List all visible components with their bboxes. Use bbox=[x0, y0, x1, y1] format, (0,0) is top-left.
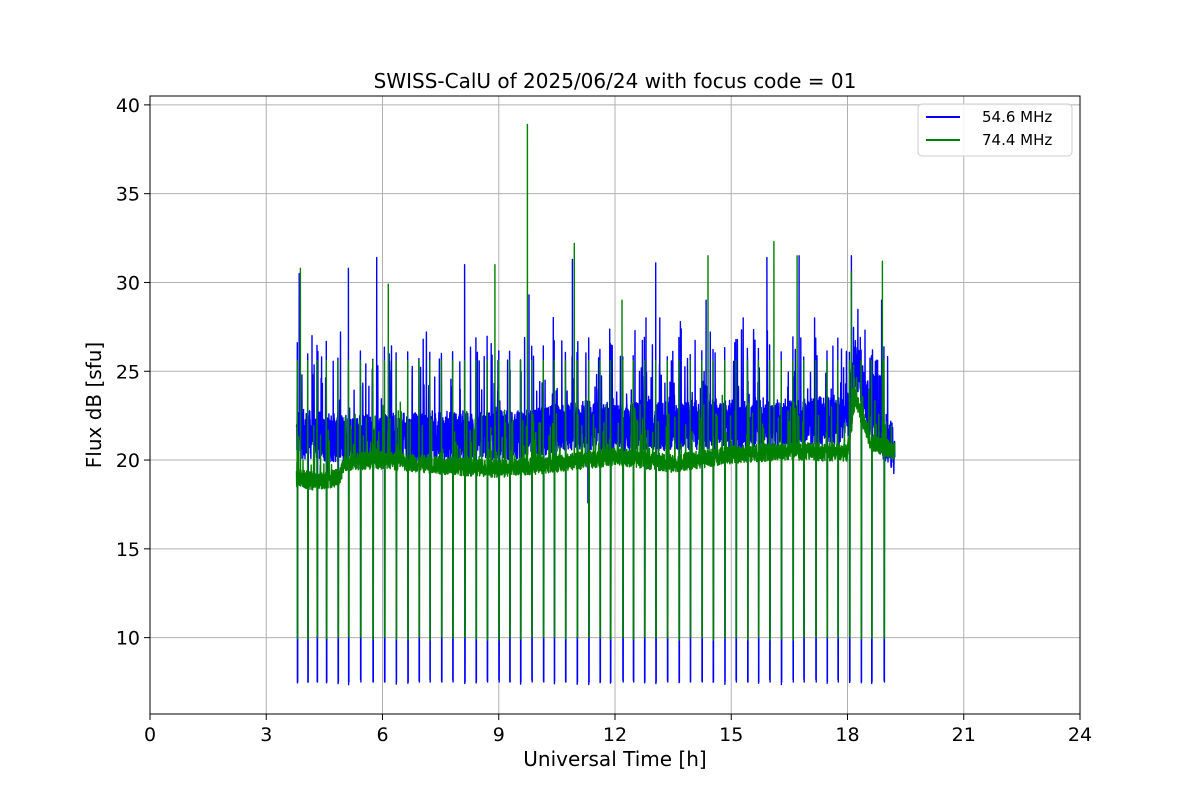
x-tick-label: 0 bbox=[144, 724, 156, 746]
y-tick-label: 25 bbox=[116, 361, 140, 383]
x-tick-label: 21 bbox=[952, 724, 976, 746]
x-tick-label: 18 bbox=[835, 724, 859, 746]
x-axis: 0 3 6 9 12 15 18 21 24 bbox=[144, 714, 1092, 746]
legend-label-74-4: 74.4 MHz bbox=[982, 131, 1052, 149]
series-line-74-4-mhz bbox=[295, 123, 896, 641]
x-axis-label: Universal Time [h] bbox=[523, 747, 706, 771]
legend-label-54-6: 54.6 MHz bbox=[982, 108, 1052, 126]
x-tick-label: 15 bbox=[719, 724, 743, 746]
x-tick-label: 24 bbox=[1068, 724, 1092, 746]
chart-title: SWISS-CalU of 2025/06/24 with focus code… bbox=[374, 69, 857, 93]
series-group bbox=[295, 123, 896, 686]
y-tick-label: 35 bbox=[116, 184, 140, 206]
y-tick-label: 30 bbox=[116, 272, 140, 294]
x-tick-label: 6 bbox=[376, 724, 388, 746]
y-axis: 10 15 20 25 30 35 40 bbox=[116, 95, 150, 650]
y-axis-label: Flux dB [sfu] bbox=[82, 342, 106, 468]
legend: 54.6 MHz 74.4 MHz bbox=[917, 103, 1073, 157]
y-tick-label: 40 bbox=[116, 95, 140, 117]
x-tick-label: 3 bbox=[260, 724, 272, 746]
plot-area bbox=[295, 123, 896, 686]
x-tick-label: 9 bbox=[493, 724, 505, 746]
y-tick-label: 15 bbox=[116, 539, 140, 561]
x-tick-label: 12 bbox=[603, 724, 627, 746]
y-tick-label: 10 bbox=[116, 628, 140, 650]
y-tick-label: 20 bbox=[116, 450, 140, 472]
